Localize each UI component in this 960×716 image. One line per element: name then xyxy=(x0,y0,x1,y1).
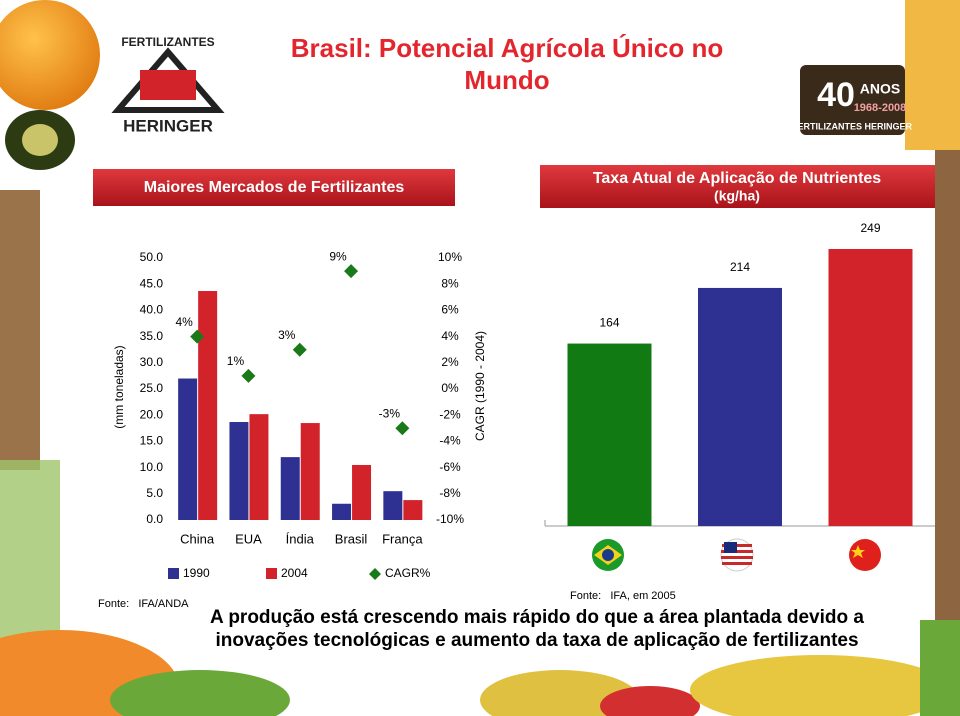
slide-title: Brasil: Potencial Agrícola Único no xyxy=(291,33,723,63)
y-tick-label: 35.0 xyxy=(140,329,164,343)
y2-tick-label: 4% xyxy=(441,329,459,343)
bar xyxy=(403,500,423,520)
x-tick-label: Brasil xyxy=(335,531,368,546)
y2-tick-label: -10% xyxy=(436,512,464,526)
data-label: 164 xyxy=(599,316,619,330)
logo-text: HERINGER xyxy=(123,116,213,135)
y-tick-label: 40.0 xyxy=(140,303,164,317)
legend-label: 1990 xyxy=(183,566,210,580)
legend-label: 2004 xyxy=(281,566,308,580)
x-tick-label: China xyxy=(180,531,215,546)
chart-subtitle: (kg/ha) xyxy=(714,188,760,204)
x-tick-label: EUA xyxy=(235,531,262,546)
data-label: 3% xyxy=(278,328,296,342)
cagr-marker xyxy=(395,421,410,436)
data-label: 4% xyxy=(175,315,193,329)
logo-text: FERTILIZANTES xyxy=(121,35,214,49)
chart-header xyxy=(540,165,935,208)
data-label: -3% xyxy=(379,406,401,420)
y2-tick-label: 6% xyxy=(441,303,459,317)
y-tick-label: 50.0 xyxy=(140,250,164,264)
source: Fonte: IFA/ANDA xyxy=(98,598,189,610)
y-tick-label: 15.0 xyxy=(140,434,164,448)
y2-tick-label: -4% xyxy=(439,434,461,448)
y2-tick-label: 2% xyxy=(441,355,459,369)
legend-marker xyxy=(266,568,277,579)
badge-brand: FERTILIZANTES HERINGER xyxy=(792,121,913,131)
y2-tick-label: 10% xyxy=(438,250,462,264)
cagr-marker xyxy=(190,329,205,344)
flag-usa xyxy=(720,538,754,572)
logo: FERTILIZANTES HERINGER xyxy=(111,35,225,135)
source: Fonte: IFA, em 2005 xyxy=(570,590,676,602)
y-tick-label: 5.0 xyxy=(146,486,163,500)
slide-title: Mundo xyxy=(464,65,549,95)
cagr-marker xyxy=(241,368,256,383)
bar xyxy=(249,414,269,520)
bar xyxy=(229,422,249,520)
x-tick-label: França xyxy=(382,531,423,546)
y2-tick-label: -6% xyxy=(439,460,461,474)
legend-marker xyxy=(168,568,179,579)
y-tick-label: 20.0 xyxy=(140,407,164,421)
bar xyxy=(383,491,403,520)
badge-number: 40 xyxy=(817,76,855,114)
x-tick-label: Índia xyxy=(286,531,315,546)
y-tick-label: 25.0 xyxy=(140,381,164,395)
footer-text: inovações tecnológicas e aumento da taxa… xyxy=(215,630,858,651)
y2-tick-label: -2% xyxy=(439,407,461,421)
y-tick-label: 30.0 xyxy=(140,355,164,369)
bar xyxy=(828,249,913,526)
flag-brazil xyxy=(592,539,624,571)
data-label: 249 xyxy=(860,221,880,235)
chart-title: Maiores Mercados de Fertilizantes xyxy=(144,179,405,196)
y2-tick-label: 0% xyxy=(441,381,459,395)
y-tick-label: 0.0 xyxy=(146,512,163,526)
footer-text: A produção está crescendo mais rápido do… xyxy=(210,607,864,628)
bar xyxy=(280,457,300,520)
cagr-marker xyxy=(344,264,359,279)
bar xyxy=(178,378,198,520)
bar xyxy=(698,287,782,526)
data-label: 214 xyxy=(730,260,750,274)
bar xyxy=(567,343,652,526)
legend-label: CAGR% xyxy=(385,566,431,580)
chart-header xyxy=(93,169,455,206)
y-tick-label: 45.0 xyxy=(140,276,164,290)
flag-china xyxy=(849,539,881,571)
chart-title: Taxa Atual de Aplicação de Nutrientes xyxy=(593,170,881,187)
bar xyxy=(300,423,320,520)
badge: 40 ANOS 1968-2008 FERTILIZANTES HERINGER xyxy=(792,65,913,135)
y-tick-label: 10.0 xyxy=(140,460,164,474)
legend-marker xyxy=(369,568,381,580)
cagr-marker xyxy=(292,342,307,357)
y2-tick-label: 8% xyxy=(441,276,459,290)
bar xyxy=(198,291,218,520)
y-axis-title: (mm toneladas) xyxy=(112,345,126,428)
y2-tick-label: -8% xyxy=(439,486,461,500)
bar xyxy=(332,503,352,520)
badge-years: 1968-2008 xyxy=(854,102,907,114)
data-label: 9% xyxy=(329,249,347,263)
badge-word: ANOS xyxy=(860,81,900,97)
bar xyxy=(352,464,372,520)
y2-axis-title: CAGR (1990 - 2004) xyxy=(473,331,487,441)
data-label: 1% xyxy=(227,354,245,368)
